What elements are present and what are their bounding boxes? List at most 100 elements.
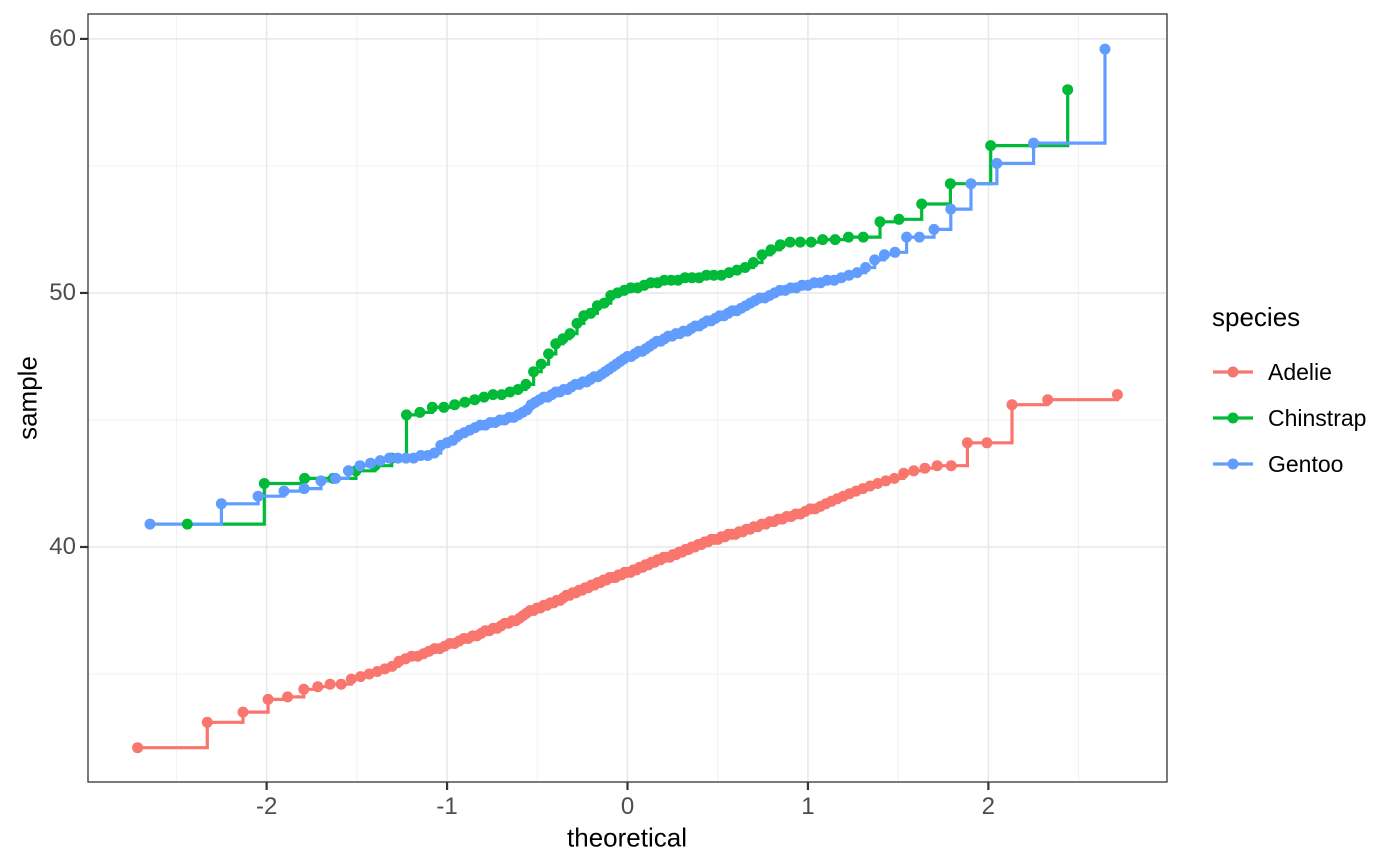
qq-point-chinstrap (459, 396, 471, 408)
qq-point-gentoo (215, 498, 227, 510)
qq-point-chinstrap (916, 198, 928, 210)
qq-point-chinstrap (874, 216, 886, 228)
qq-point-chinstrap (487, 389, 499, 401)
qq-point-chinstrap (708, 269, 720, 281)
qq-point-gentoo (869, 254, 881, 266)
qq-point-adelie (132, 742, 144, 754)
qq-point-adelie (961, 437, 973, 449)
qq-point-chinstrap (944, 178, 956, 190)
qq-point-gentoo (144, 518, 156, 530)
qq-point-adelie (312, 681, 324, 693)
qq-point-gentoo (278, 485, 290, 497)
qq-point-adelie (888, 472, 900, 484)
qq-point-chinstrap (520, 378, 532, 390)
qq-point-adelie (981, 437, 993, 449)
qq-point-chinstrap (414, 406, 426, 418)
qq-point-chinstrap (893, 213, 905, 225)
qq-point-gentoo (860, 262, 872, 273)
y-tick-label-50: 50 (49, 278, 76, 306)
qq-point-chinstrap (843, 231, 854, 243)
qq-point-chinstrap (747, 257, 759, 268)
legend-key-point (1227, 458, 1239, 470)
y-tick-label-60: 60 (49, 24, 76, 52)
qq-point-gentoo (889, 246, 901, 258)
qq-point-gentoo (1099, 43, 1111, 55)
qq-point-gentoo (851, 267, 863, 279)
qq-point-chinstrap (805, 236, 817, 248)
qq-point-gentoo (1028, 137, 1040, 149)
legend-key-chinstrap-icon (1213, 412, 1253, 424)
qq-point-chinstrap (1062, 84, 1074, 96)
qq-point-gentoo (392, 452, 404, 464)
qq-point-chinstrap (985, 140, 997, 152)
qq-point-chinstrap (469, 394, 481, 406)
qq-point-adelie (237, 706, 249, 718)
qq-point-gentoo (365, 457, 377, 469)
legend-item-gentoo: Gentoo (1212, 450, 1366, 477)
qq-point-chinstrap (438, 401, 450, 413)
qq-point-gentoo (354, 460, 366, 472)
qq-point-chinstrap (564, 328, 576, 340)
qq-point-gentoo (342, 465, 354, 477)
qq-point-gentoo (991, 157, 1003, 169)
qq-point-chinstrap (426, 401, 438, 413)
qq-point-chinstrap (794, 236, 806, 248)
qq-point-adelie (345, 673, 357, 685)
qq-point-gentoo (945, 203, 957, 215)
x-tick-label--2: -2 (255, 793, 278, 820)
qq-point-adelie (898, 467, 910, 479)
x-axis-title: theoretical (567, 822, 687, 853)
qq-point-adelie (931, 460, 943, 472)
legend-items: Adelie Chinstrap Gentoo (1212, 358, 1367, 477)
qq-point-chinstrap (496, 389, 508, 401)
legend-item-adelie: Adelie (1212, 358, 1366, 385)
legend-key-adelie-icon (1213, 366, 1253, 378)
qq-point-chinstrap (739, 262, 751, 273)
qq-point-chinstrap (774, 239, 786, 251)
qq-point-gentoo (400, 452, 412, 464)
legend-title: species (1212, 302, 1301, 332)
qq-point-gentoo (252, 490, 264, 502)
legend: species Adelie Chinstrap Gentoo (1212, 302, 1366, 498)
x-tick-label-2: 2 (981, 793, 996, 820)
qq-point-chinstrap (478, 391, 490, 403)
x-tick-label-0: 0 (620, 793, 635, 820)
qq-point-adelie (908, 465, 920, 477)
legend-label-gentoo: Gentoo (1268, 450, 1344, 477)
legend-key-gentoo-icon (1213, 458, 1253, 470)
qq-point-chinstrap (585, 307, 597, 319)
qq-point-chinstrap (535, 358, 547, 370)
qq-point-adelie (1042, 394, 1054, 406)
qq-point-gentoo (901, 231, 913, 243)
qq-point-gentoo (965, 178, 977, 190)
qq-point-chinstrap (528, 366, 540, 378)
qq-point-gentoo (913, 231, 925, 243)
qq-point-gentoo (383, 452, 395, 464)
qq-point-gentoo (928, 223, 940, 235)
legend-key-point (1227, 366, 1239, 378)
qq-point-gentoo (878, 249, 890, 261)
qq-point-adelie (335, 678, 347, 690)
y-axis-title: sample (12, 356, 43, 440)
qq-point-adelie (298, 683, 310, 695)
qq-point-chinstrap (598, 297, 610, 309)
qq-point-gentoo (374, 455, 386, 467)
qq-point-adelie (945, 460, 957, 472)
qq-point-chinstrap (857, 231, 869, 243)
qq-point-adelie (324, 678, 336, 690)
qq-point-chinstrap (512, 384, 524, 395)
qq-point-chinstrap (756, 249, 768, 261)
legend-label-chinstrap: Chinstrap (1268, 404, 1367, 431)
qq-point-chinstrap (543, 348, 555, 360)
qq-point-chinstrap (181, 518, 193, 530)
legend-key-point (1227, 412, 1239, 424)
qq-point-adelie (262, 693, 274, 705)
qq-point-adelie (919, 462, 931, 474)
legend-label-adelie: Adelie (1268, 358, 1332, 385)
qq-point-chinstrap (258, 478, 270, 489)
qq-point-gentoo (298, 483, 310, 495)
qq-point-adelie (1006, 399, 1018, 411)
qq-point-chinstrap (571, 317, 583, 329)
